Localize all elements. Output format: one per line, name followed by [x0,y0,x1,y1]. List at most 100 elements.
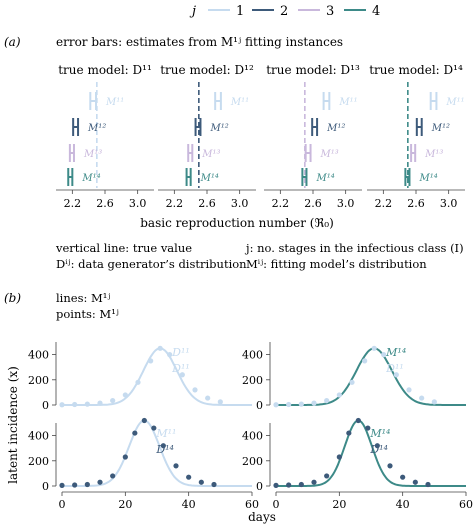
row-label-m14: M¹⁴ [200,173,219,184]
incidence-x-tick-label: 60 [245,498,259,511]
incidence-y-tick-label: 0 [42,399,49,412]
facet-a-tick-label: 2.2 [166,197,184,210]
facet-a-tick-label: 3.0 [231,197,249,210]
error-bar-m14 [404,168,411,186]
incidence-facet-3: 0 200 400 0 20 40 60 M¹¹ D¹⁴ [28,417,259,511]
data-point-d14 [311,479,317,485]
incidence-y-tick-label: 200 [28,455,49,468]
annotation-bottom: D¹¹ [385,362,404,375]
error-bar-m14 [185,168,192,186]
incidence-y-tick-label: 400 [28,349,49,362]
facet-a-tick-label: 2.6 [198,197,216,210]
error-bar-m12 [311,118,319,136]
incidence-y-tick-label: 200 [242,455,263,468]
data-point-d11 [97,400,103,406]
data-point-d11 [273,402,279,408]
data-point-d11 [84,401,90,407]
data-point-d11 [110,397,116,404]
error-bar-m12 [194,118,202,136]
data-point-d14 [173,463,179,469]
incidence-facet-2: 0 200 400 M¹⁴ D¹¹ [242,342,466,412]
data-point-d14 [286,482,292,488]
data-point-d11 [59,402,65,408]
data-point-d11 [336,392,342,398]
data-point-d11 [286,401,292,408]
data-point-d14 [141,417,147,424]
data-point-d14 [97,479,103,485]
row-label-m14: M¹⁴ [315,173,334,184]
error-bar-m11 [214,92,222,110]
error-bar-m13 [304,144,312,162]
row-label-m13: M¹³ [83,149,102,160]
data-point-d11 [324,397,330,404]
data-point-d11 [362,358,368,364]
incidence-y-tick-label: 400 [28,430,49,443]
annotation-bottom: D¹⁴ [369,443,388,456]
data-point-d14 [186,474,192,480]
row-label-m11: M¹¹ [105,97,124,108]
data-point-d11 [406,387,412,393]
data-point-d11 [122,392,128,398]
facet-title-4: true model: D¹⁴ [369,63,463,77]
incidence-x-tick-label: 40 [396,498,410,511]
facet-a-tick-label: 3.0 [440,197,458,210]
row-label-m12: M¹² [431,123,450,134]
facet-a-tick-label: 3.0 [129,197,147,210]
incidence-x-tick-label: 40 [182,498,196,511]
incidence-y-tick-label: 0 [42,480,49,493]
fitted-curve-m11 [62,347,252,406]
error-bar-m12 [415,118,423,136]
incidence-x-tick-label: 60 [459,498,473,511]
row-label-m11: M¹¹ [338,97,357,108]
data-point-d14 [365,425,371,431]
legend-title: j [189,4,196,19]
data-point-d14 [400,474,406,480]
row-label-m11: M¹¹ [445,97,464,108]
facet-title-2: true model: D¹² [160,63,254,77]
data-point-d11 [148,358,154,364]
data-point-d14 [198,479,204,485]
annotation-bottom: D¹⁴ [155,443,174,456]
data-point-d14 [72,482,78,488]
facet-a-1: 2.2 2.6 3.0 M¹¹ M¹² M¹³ M¹⁴ [56,82,154,210]
data-point-d11 [179,372,185,378]
incidence-y-tick-label: 0 [256,480,263,493]
data-point-d14 [110,473,116,479]
facet-a-tick-label: 2.6 [407,197,425,210]
note-true-value: vertical line: true value [55,241,192,255]
incidence-facet-4: 0 200 400 0 20 40 60 M¹⁴ D¹⁴ [242,417,473,511]
data-point-d11 [217,399,223,405]
data-point-d14 [84,481,90,488]
data-point-d11 [205,395,211,401]
facet-a-tick-label: 2.2 [64,197,82,210]
fitted-curve-m14 [276,419,466,487]
annotation-top: M¹⁴ [369,427,390,440]
data-point-d11 [381,352,387,358]
data-point-d14 [425,481,431,488]
row-label-m11: M¹¹ [230,97,249,108]
data-point-d14 [355,417,361,424]
data-point-d11 [419,395,425,401]
facet-title-3: true model: D¹³ [266,63,360,77]
data-point-d14 [336,454,342,460]
incidence-y-tick-label: 400 [242,430,263,443]
legend-label-4: 4 [372,4,380,19]
data-point-d11 [393,372,399,378]
data-point-d14 [132,430,138,436]
data-point-d14 [374,443,380,449]
incidence-x-tick-label: 20 [332,498,346,511]
data-point-d11 [167,352,173,358]
row-label-m14: M¹⁴ [81,173,100,184]
error-bar-m14 [301,168,308,186]
data-point-d11 [371,345,377,351]
incidence-x-tick-label: 0 [59,498,66,511]
error-bar-m11 [429,92,438,110]
legend: j 1 2 3 4 [189,4,380,19]
data-point-d14 [298,481,304,488]
facet-a-tick-label: 2.2 [375,197,393,210]
data-point-d14 [324,473,330,479]
error-bar-m11 [322,92,331,110]
incidence-y-tick-label: 200 [242,374,263,387]
error-bar-m14 [67,168,74,186]
